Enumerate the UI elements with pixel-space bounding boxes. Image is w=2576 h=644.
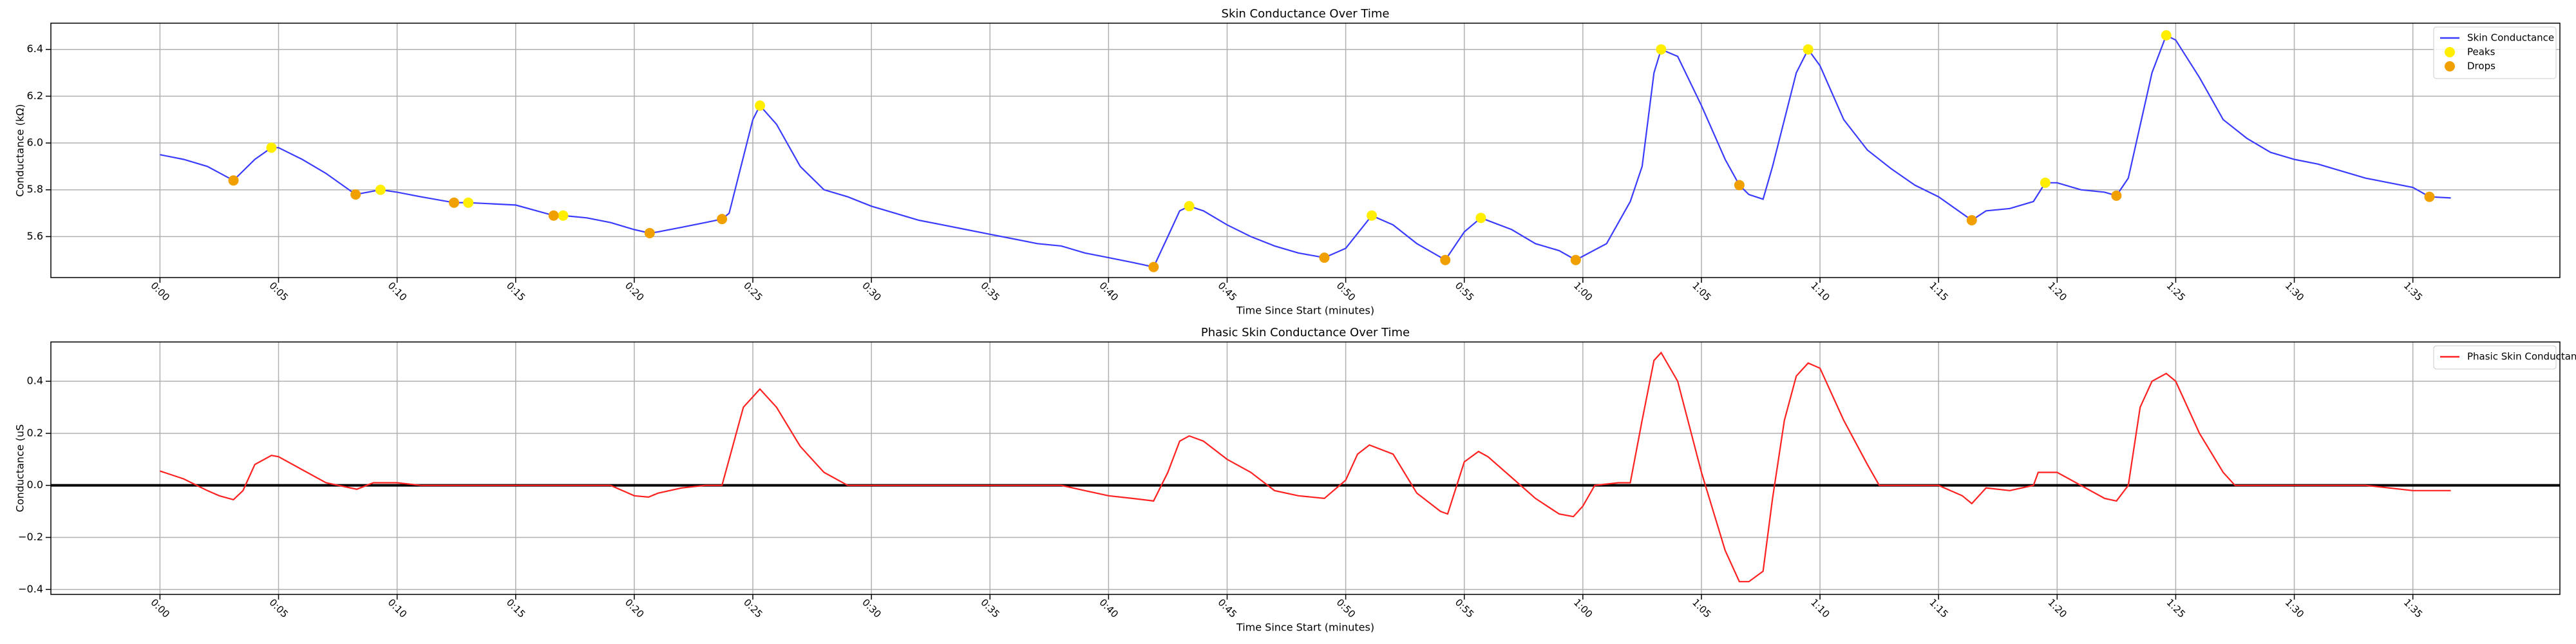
- x-tick-label: 1:05: [1690, 279, 1714, 303]
- x-tick-label: 0:30: [860, 279, 884, 303]
- x-tick-label: 1:25: [2164, 279, 2188, 303]
- marker: [1319, 252, 1330, 263]
- x-tick-label: 1:05: [1690, 596, 1714, 620]
- marker: [1734, 180, 1745, 191]
- marker: [1367, 210, 1378, 221]
- x-axis-label: Time Since Start (minutes): [1236, 621, 1374, 634]
- marker: [449, 197, 460, 208]
- marker: [548, 210, 559, 221]
- marker: [375, 184, 386, 195]
- marker: [2040, 177, 2050, 188]
- x-tick-label: 0:50: [1334, 279, 1358, 303]
- legend-box: [2433, 345, 2557, 370]
- y-tick-label: 6.2: [27, 90, 43, 102]
- marker: [1656, 44, 1667, 55]
- x-tick-label: 1:20: [2045, 279, 2069, 303]
- y-tick-label: 0.4: [27, 375, 43, 387]
- x-tick-label: 1:10: [1808, 279, 1832, 303]
- legend-swatch: [2445, 61, 2455, 71]
- marker: [755, 100, 766, 111]
- y-tick-label: 5.6: [27, 230, 43, 242]
- x-tick-label: 0:00: [148, 279, 172, 303]
- x-tick-label: 0:40: [1097, 596, 1121, 620]
- marker: [1440, 254, 1451, 265]
- x-tick-label: 0:40: [1097, 279, 1121, 303]
- marker: [1475, 213, 1486, 223]
- y-tick-label: 6.4: [27, 43, 43, 55]
- y-axis-label: Conductance (uS: [14, 424, 26, 513]
- chart-title: Skin Conductance Over Time: [1222, 7, 1390, 21]
- marker: [717, 214, 728, 225]
- marker: [463, 197, 474, 208]
- y-tick-label: 0.2: [27, 426, 43, 439]
- x-tick-label: 0:00: [148, 596, 172, 620]
- legend-box: [2433, 26, 2557, 79]
- marker: [2111, 190, 2122, 201]
- x-tick-label: 0:25: [741, 279, 765, 303]
- marker: [644, 227, 655, 238]
- x-tick-label: 0:15: [504, 279, 528, 303]
- x-tick-label: 0:55: [1453, 596, 1477, 620]
- y-tick-label: −0.2: [18, 531, 43, 543]
- marker: [2161, 30, 2172, 41]
- x-tick-label: 1:25: [2164, 596, 2188, 620]
- marker: [1570, 254, 1581, 265]
- x-tick-label: 0:05: [267, 596, 291, 620]
- marker: [2424, 191, 2435, 202]
- y-tick-label: −0.4: [18, 583, 43, 595]
- y-tick-label: 0.0: [27, 478, 43, 491]
- x-tick-label: 0:50: [1334, 596, 1358, 620]
- marker: [1148, 261, 1159, 272]
- y-tick-label: 6.0: [27, 137, 43, 149]
- legend-label: Peaks: [2467, 46, 2496, 58]
- x-tick-label: 0:20: [623, 596, 647, 620]
- data-line: [160, 351, 2451, 583]
- legend-label: Drops: [2467, 61, 2496, 72]
- x-tick-label: 1:15: [1927, 596, 1951, 620]
- x-tick-label: 0:10: [386, 596, 410, 620]
- x-tick-label: 1:00: [1571, 279, 1595, 303]
- plot-frame: [50, 341, 2561, 595]
- x-tick-label: 1:35: [2401, 596, 2425, 620]
- x-tick-label: 0:45: [1216, 596, 1240, 620]
- x-axis-label: Time Since Start (minutes): [1236, 305, 1374, 317]
- marker: [350, 189, 361, 200]
- x-tick-label: 0:30: [860, 596, 884, 620]
- y-tick-label: 5.8: [27, 183, 43, 195]
- marker: [266, 142, 277, 153]
- x-tick-label: 0:25: [741, 596, 765, 620]
- chart-title: Phasic Skin Conductance Over Time: [1201, 326, 1410, 339]
- x-tick-label: 0:35: [978, 596, 1002, 620]
- x-tick-label: 1:30: [2283, 279, 2307, 303]
- x-tick-label: 1:20: [2045, 596, 2069, 620]
- plot-frame: [50, 23, 2561, 278]
- marker: [558, 210, 569, 221]
- x-tick-label: 0:20: [623, 279, 647, 303]
- x-tick-label: 0:05: [267, 279, 291, 303]
- data-line: [160, 34, 2451, 268]
- marker: [1184, 201, 1195, 212]
- x-tick-label: 0:45: [1216, 279, 1240, 303]
- x-tick-label: 0:35: [978, 279, 1002, 303]
- y-axis-label: Conductance (kΩ): [14, 104, 26, 196]
- x-tick-label: 0:15: [504, 596, 528, 620]
- x-tick-label: 0:55: [1453, 279, 1477, 303]
- legend-label: Phasic Skin Conductance: [2467, 351, 2576, 363]
- x-tick-label: 1:35: [2401, 279, 2425, 303]
- marker: [1966, 214, 1977, 225]
- legend-label: Skin Conductance: [2467, 32, 2554, 44]
- legend-swatch: [2445, 47, 2455, 57]
- marker: [228, 175, 239, 186]
- x-tick-label: 1:30: [2283, 596, 2307, 620]
- marker: [1803, 44, 1814, 55]
- x-tick-label: 1:15: [1927, 279, 1951, 303]
- x-tick-label: 0:10: [386, 279, 410, 303]
- x-tick-label: 1:10: [1808, 596, 1832, 620]
- x-tick-label: 1:00: [1571, 596, 1595, 620]
